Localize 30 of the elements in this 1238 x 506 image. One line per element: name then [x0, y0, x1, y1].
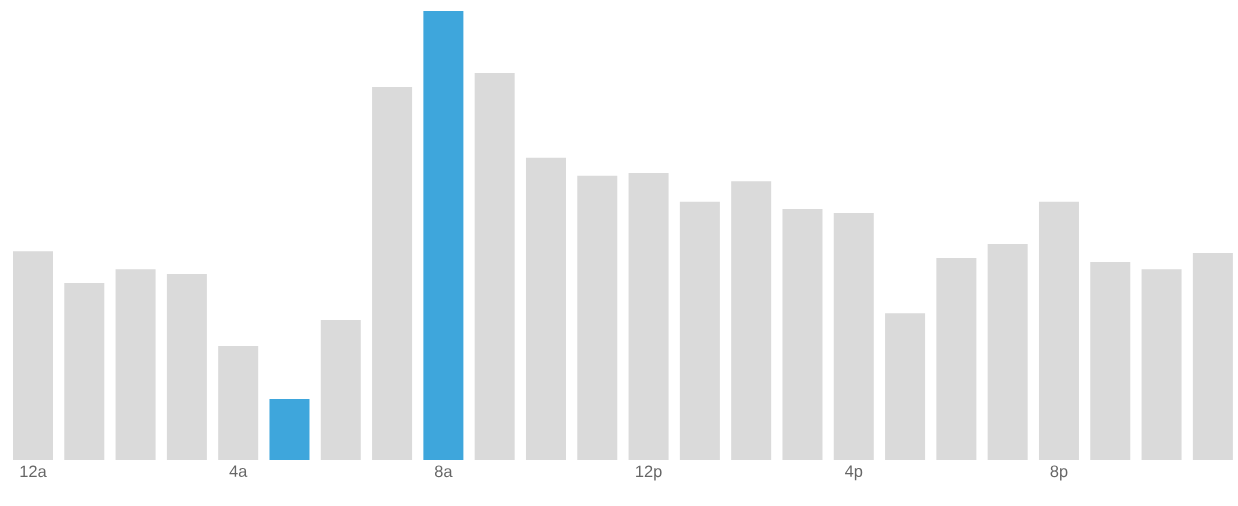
- bar: [525, 157, 566, 460]
- x-tick-label: 4a: [229, 465, 248, 477]
- bar: [885, 313, 926, 460]
- x-tick-label: 8p: [1050, 465, 1068, 481]
- bar: [64, 283, 105, 460]
- bar: [269, 398, 310, 460]
- bar: [1038, 201, 1079, 460]
- bar: [1141, 269, 1182, 460]
- bar: [218, 345, 259, 460]
- bar: [320, 319, 361, 460]
- bar: [1090, 261, 1131, 460]
- bar: [936, 257, 977, 460]
- x-tick-label: 12p: [636, 465, 662, 481]
- bar: [833, 213, 874, 460]
- x-tick-label: 12a: [20, 465, 47, 478]
- x-tick-label: 8a: [434, 465, 453, 478]
- bar: [577, 175, 618, 460]
- bar: [423, 10, 464, 460]
- bar: [115, 269, 156, 460]
- bar: [12, 251, 53, 460]
- bar: [372, 86, 413, 460]
- x-tick-label: 4p: [845, 465, 863, 481]
- bar: [166, 274, 207, 460]
- bar: [782, 209, 823, 460]
- bar: [474, 72, 515, 460]
- bar: [679, 201, 720, 460]
- bar: [628, 173, 669, 460]
- bar: [731, 181, 772, 460]
- bar: [987, 244, 1028, 460]
- bar: [1192, 253, 1233, 460]
